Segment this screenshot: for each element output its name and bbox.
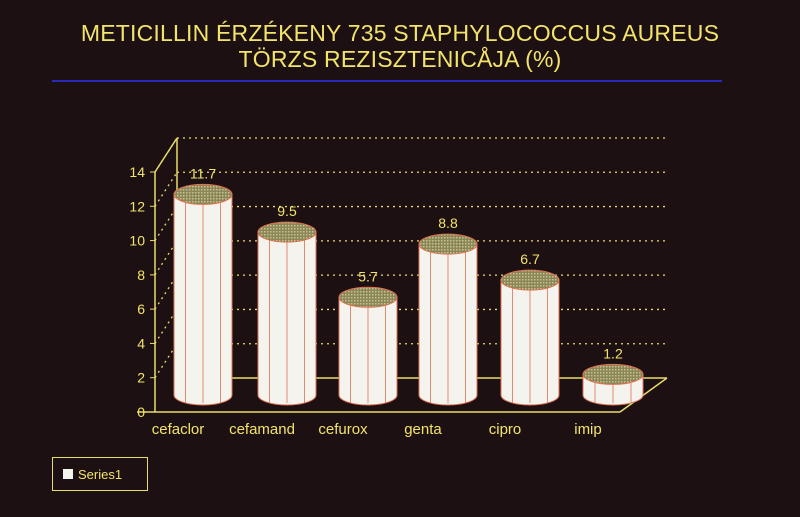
y-tick-label: 10	[129, 233, 145, 249]
chart-title-line-2: TÖRZS REZISZTENICÅJA (%)	[238, 46, 562, 72]
gridline-side	[154, 171, 178, 207]
y-tick-label: 0	[137, 404, 145, 420]
gridline-side	[154, 309, 178, 344]
bar-top-cefamand	[257, 221, 317, 243]
gridline-side	[154, 274, 178, 310]
gridline-side	[154, 343, 178, 379]
legend: Series1	[52, 457, 148, 491]
data-label-cefamand: 9.5	[277, 203, 297, 219]
bar-top-cefurox	[338, 286, 398, 308]
gridline-side	[154, 240, 178, 276]
legend-swatch	[63, 469, 73, 479]
gridline-side	[154, 137, 178, 173]
x-tick-label-cipro: cipro	[489, 421, 522, 438]
data-label-cefaclor: 11.7	[190, 165, 216, 181]
x-tick-label-cefurox: cefurox	[318, 421, 368, 438]
bar-top-cipro	[500, 269, 560, 291]
y-tick-label: 4	[137, 335, 145, 351]
bar-top-cefaclor	[173, 183, 233, 205]
x-tick-label-imip: imip	[574, 421, 602, 438]
gridline-side	[154, 206, 178, 241]
x-tick-label-genta: genta	[404, 421, 442, 438]
data-label-genta: 8.8	[438, 215, 458, 231]
title-divider	[52, 80, 722, 82]
y-tick-label: 14	[129, 164, 145, 180]
y-tick-label: 6	[137, 301, 145, 317]
x-tick-label-cefaclor: cefaclor	[152, 421, 205, 438]
chart-title-line-1: METICILLIN ÉRZÉKENY 735 STAPHYLOCOCCUS A…	[80, 20, 720, 46]
data-label-cefurox: 5.7	[358, 268, 378, 284]
y-tick-label: 8	[137, 267, 145, 283]
bar-top-imip	[582, 363, 644, 385]
data-label-imip: 1.2	[603, 345, 623, 361]
x-tick-label-cefamand: cefamand	[229, 421, 295, 438]
bar-top-genta	[418, 233, 478, 255]
data-label-cipro: 6.7	[520, 251, 540, 267]
y-tick-label: 2	[137, 370, 145, 386]
y-tick-label: 12	[129, 198, 145, 214]
legend-label: Series1	[78, 466, 123, 482]
